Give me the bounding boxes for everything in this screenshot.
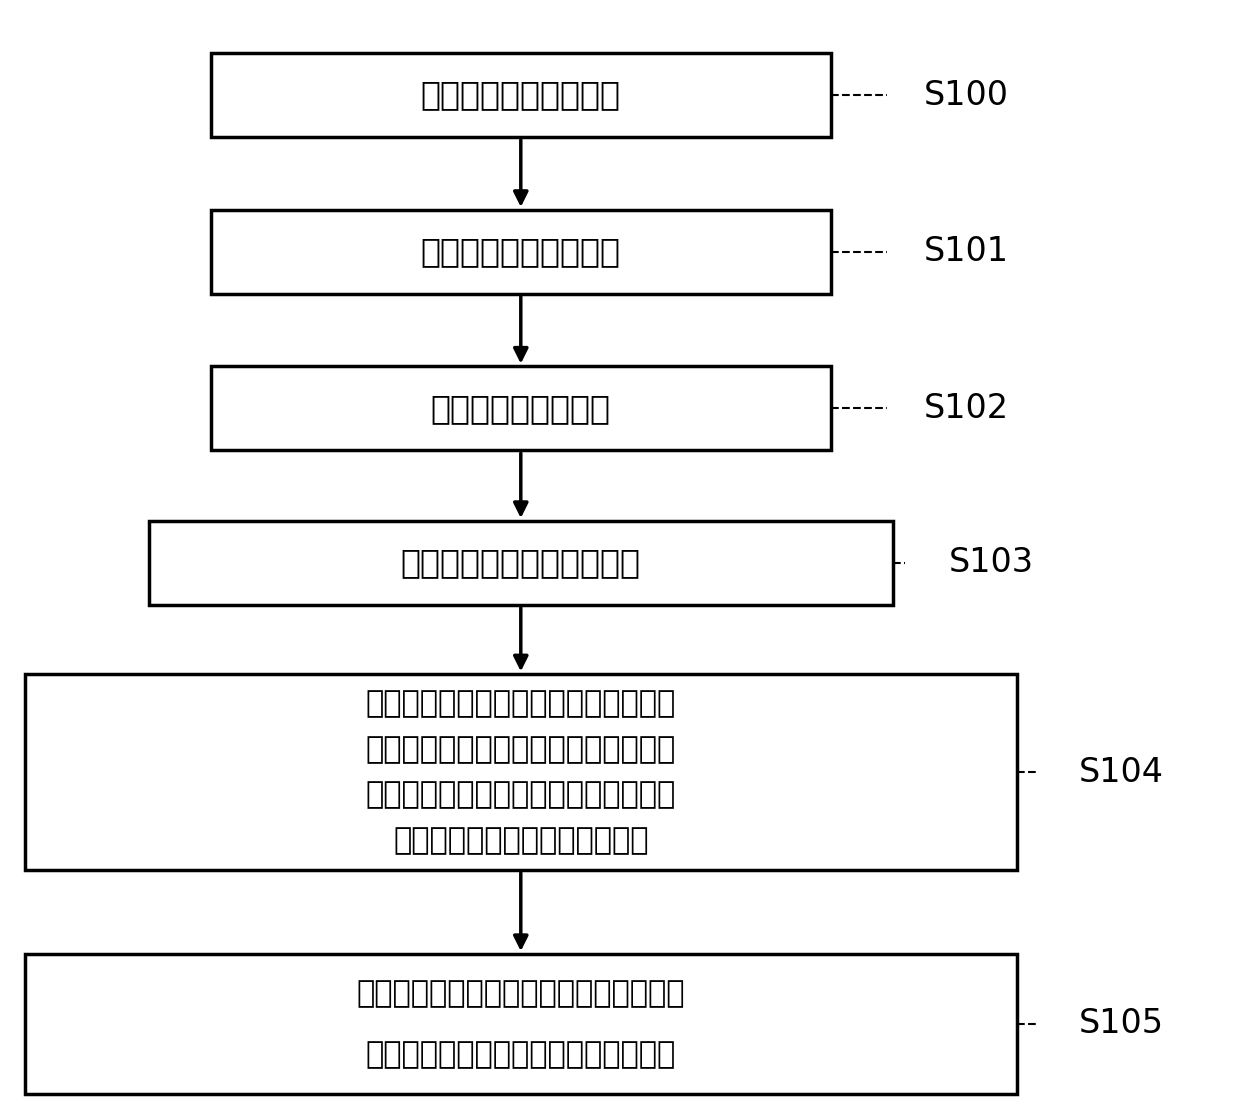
Text: 形成一外延层于基材上: 形成一外延层于基材上 (420, 78, 621, 112)
FancyBboxPatch shape (149, 521, 893, 604)
Text: 构的顶部形成一第二表层掉杂区: 构的顶部形成一第二表层掉杂区 (393, 826, 649, 855)
FancyBboxPatch shape (25, 674, 1017, 871)
FancyBboxPatch shape (211, 367, 831, 450)
Text: 形成一源极区，且在沟槽内形成一栅极: 形成一源极区，且在沟槽内形成一栅极 (366, 1040, 676, 1069)
Text: 导电型杂质植入在基体区内形成一第一: 导电型杂质植入在基体区内形成一第一 (366, 735, 676, 764)
Text: 形成初始栅极结构于沟槽内: 形成初始栅极结构于沟槽内 (401, 546, 641, 580)
Text: S100: S100 (924, 78, 1009, 112)
FancyBboxPatch shape (25, 953, 1017, 1094)
Text: S105: S105 (1079, 1007, 1164, 1041)
Text: S102: S102 (924, 392, 1009, 425)
Text: 形成基体区于外延层内: 形成基体区于外延层内 (420, 235, 621, 269)
Text: 执行一热扩散制程，以使第一表层掉杂区: 执行一热扩散制程，以使第一表层掉杂区 (357, 979, 684, 1008)
Text: S104: S104 (1079, 755, 1164, 789)
Text: S103: S103 (949, 546, 1034, 580)
Text: 形成沟槽于外延层中: 形成沟槽于外延层中 (430, 392, 611, 425)
Text: S101: S101 (924, 235, 1009, 269)
Text: 执行一掉杂制程，同步地以一外加第二: 执行一掉杂制程，同步地以一外加第二 (366, 689, 676, 718)
FancyBboxPatch shape (211, 53, 831, 138)
Text: 表层掉杂区以及在第一重掉杂半导体结: 表层掉杂区以及在第一重掉杂半导体结 (366, 780, 676, 809)
FancyBboxPatch shape (211, 210, 831, 293)
